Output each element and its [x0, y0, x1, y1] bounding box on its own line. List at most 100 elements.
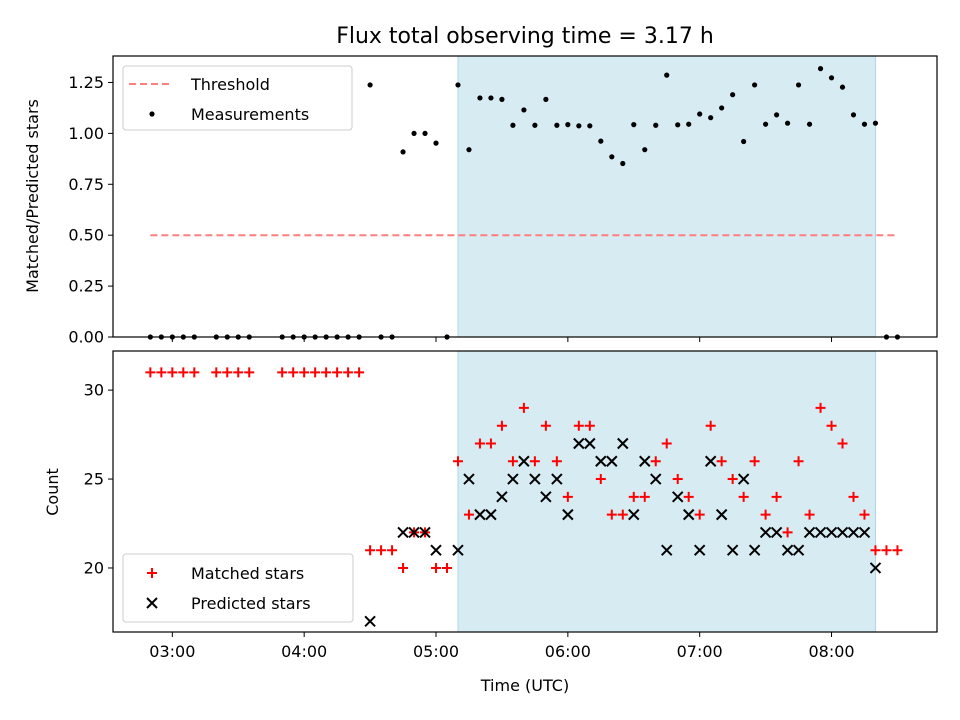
matched-point [156, 367, 167, 378]
measurement-point [499, 96, 505, 102]
measurement-point [466, 147, 472, 153]
matched-point [288, 367, 299, 378]
matched-point [441, 562, 452, 573]
measurement-point [565, 122, 571, 128]
measurement-point [576, 123, 582, 129]
predicted-point [836, 526, 849, 539]
matched-point [431, 562, 442, 573]
measurement-point [653, 122, 659, 128]
measurement-point [455, 82, 461, 88]
predicted-point [496, 491, 508, 503]
predicted-point [693, 544, 706, 556]
measurement-point [400, 149, 406, 155]
matched-point [222, 367, 233, 378]
measurement-point [806, 121, 813, 127]
predicted-point [408, 526, 420, 539]
measurement-point [850, 112, 857, 118]
predicted-point [419, 526, 431, 539]
measurement-point [719, 105, 725, 111]
legend-measurement-swatch [149, 111, 155, 117]
matched-point [661, 438, 672, 449]
measurement-point [433, 140, 439, 146]
predicted-point [463, 473, 475, 485]
predicted-point [474, 508, 486, 521]
matched-point [804, 509, 815, 520]
measurement-point [422, 130, 428, 136]
predicted-point [869, 562, 882, 574]
matched-point [233, 367, 244, 378]
measurement-point [763, 121, 769, 127]
predicted-point [562, 508, 574, 521]
predicted-point [430, 544, 442, 556]
predicted-point [628, 508, 640, 521]
matched-point [892, 545, 903, 556]
predicted-point [364, 615, 376, 628]
bottom-y-axis-label: Count [43, 468, 62, 516]
matched-point [310, 367, 321, 378]
predicted-point [748, 544, 761, 556]
predicted-point [485, 508, 497, 521]
matched-point [551, 456, 562, 467]
predicted-point [606, 455, 618, 467]
matched-point [859, 509, 870, 520]
measurement-point [872, 120, 879, 126]
y-tick-label: 20 [84, 558, 104, 577]
predicted-point [518, 455, 530, 467]
predicted-point [814, 526, 827, 539]
y-tick-label: 0.75 [68, 175, 104, 194]
chart-title: Flux total observing time = 3.17 h [336, 24, 714, 49]
x-tick-label: 06:00 [545, 642, 591, 661]
matched-point [705, 420, 716, 431]
y-tick-label: 1.25 [68, 73, 104, 92]
predicted-point [737, 473, 750, 485]
matched-point [178, 367, 189, 378]
matched-point [760, 509, 771, 520]
measurement-point [675, 122, 681, 128]
measurement-point [828, 75, 835, 81]
matched-point [211, 367, 222, 378]
matched-point [507, 456, 518, 467]
predicted-point [781, 544, 794, 556]
measurement-point [543, 96, 549, 102]
x-tick-label: 04:00 [281, 642, 327, 661]
legend-box [122, 65, 353, 131]
y-tick-label: 0.25 [68, 277, 104, 296]
predicted-point [715, 508, 728, 521]
measurement-point [532, 122, 538, 128]
measurement-point [795, 82, 802, 88]
matched-point [529, 456, 540, 467]
predicted-point [792, 544, 805, 556]
matched-point [639, 491, 650, 502]
matched-point [650, 456, 661, 467]
count-panel: 20 25 30 03:00 04:00 05:00 06:00 07:00 08:00 Matc… [84, 350, 938, 661]
predicted-point [595, 455, 607, 467]
measurement-point [488, 95, 494, 101]
matched-point [694, 509, 705, 520]
matched-point [782, 527, 793, 538]
predicted-point [529, 473, 541, 485]
matched-point [683, 491, 694, 502]
predicted-point [847, 526, 860, 539]
matched-point [716, 456, 727, 467]
matched-point [387, 545, 398, 556]
predicted-point [639, 455, 651, 467]
legend-measurement-label: Measurements [191, 105, 309, 124]
x-tick-label: 03:00 [149, 642, 195, 661]
predicted-point [672, 491, 684, 503]
matched-point [474, 438, 485, 449]
matched-point [354, 367, 365, 378]
matched-point [496, 420, 507, 431]
measurement-point [598, 138, 604, 144]
measurement-point [521, 107, 527, 113]
matched-point [738, 491, 749, 502]
top-y-axis-label: Matched/Predicted stars [23, 99, 42, 293]
matched-point [485, 438, 496, 449]
y-tick-label: 1.00 [68, 124, 104, 143]
matched-point [749, 456, 760, 467]
matched-point [584, 420, 595, 431]
legend-matched-swatch [147, 568, 157, 578]
measurement-point [609, 154, 615, 160]
y-tick-label: 0.50 [68, 226, 104, 245]
matched-point [617, 509, 628, 520]
measurement-point [686, 121, 692, 127]
